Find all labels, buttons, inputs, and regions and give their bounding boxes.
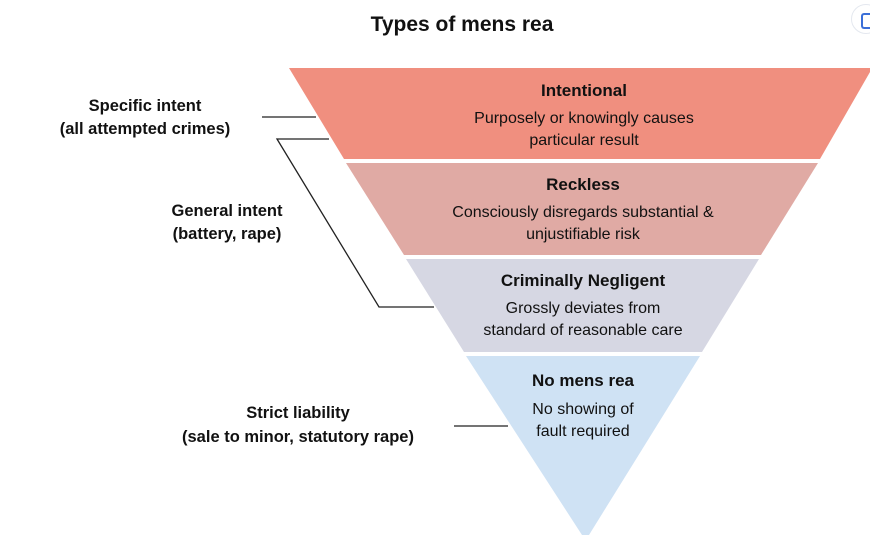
level-no-mens-rea-desc-line1: No showing of: [532, 401, 634, 418]
level-no-mens-rea-band: [466, 356, 700, 535]
level-negligent-desc-line2: standard of reasonable care: [483, 322, 682, 339]
level-no-mens-rea-title: No mens rea: [532, 371, 635, 390]
level-negligent-title: Criminally Negligent: [501, 271, 666, 290]
level-reckless-desc-line2: unjustifiable risk: [526, 226, 641, 243]
level-intentional-desc-line1: Purposely or knowingly causes: [474, 110, 694, 127]
general-intent-label: General intent: [172, 202, 283, 220]
level-intentional-desc-line2: particular result: [529, 132, 639, 149]
strict-liability-examples: (sale to minor, statutory rape): [182, 428, 414, 446]
level-reckless-band: [346, 163, 818, 255]
level-intentional-band: [289, 68, 870, 159]
specific-intent-label: Specific intent: [89, 97, 202, 115]
level-reckless-title: Reckless: [546, 175, 620, 194]
level-no-mens-rea-desc-line2: fault required: [536, 423, 629, 440]
general-intent-bracket: [275, 138, 434, 308]
expand-icon: [861, 13, 870, 29]
diagram-title: Types of mens rea: [371, 13, 554, 36]
strict-liability-label: Strict liability: [246, 404, 350, 422]
specific-intent-examples: (all attempted crimes): [60, 120, 231, 138]
level-intentional-title: Intentional: [541, 81, 627, 100]
level-negligent-band: [406, 259, 759, 352]
level-reckless-desc-line1: Consciously disregards substantial &: [452, 204, 714, 221]
general-intent-examples: (battery, rape): [173, 225, 282, 243]
level-negligent-desc-line1: Grossly deviates from: [506, 300, 661, 317]
